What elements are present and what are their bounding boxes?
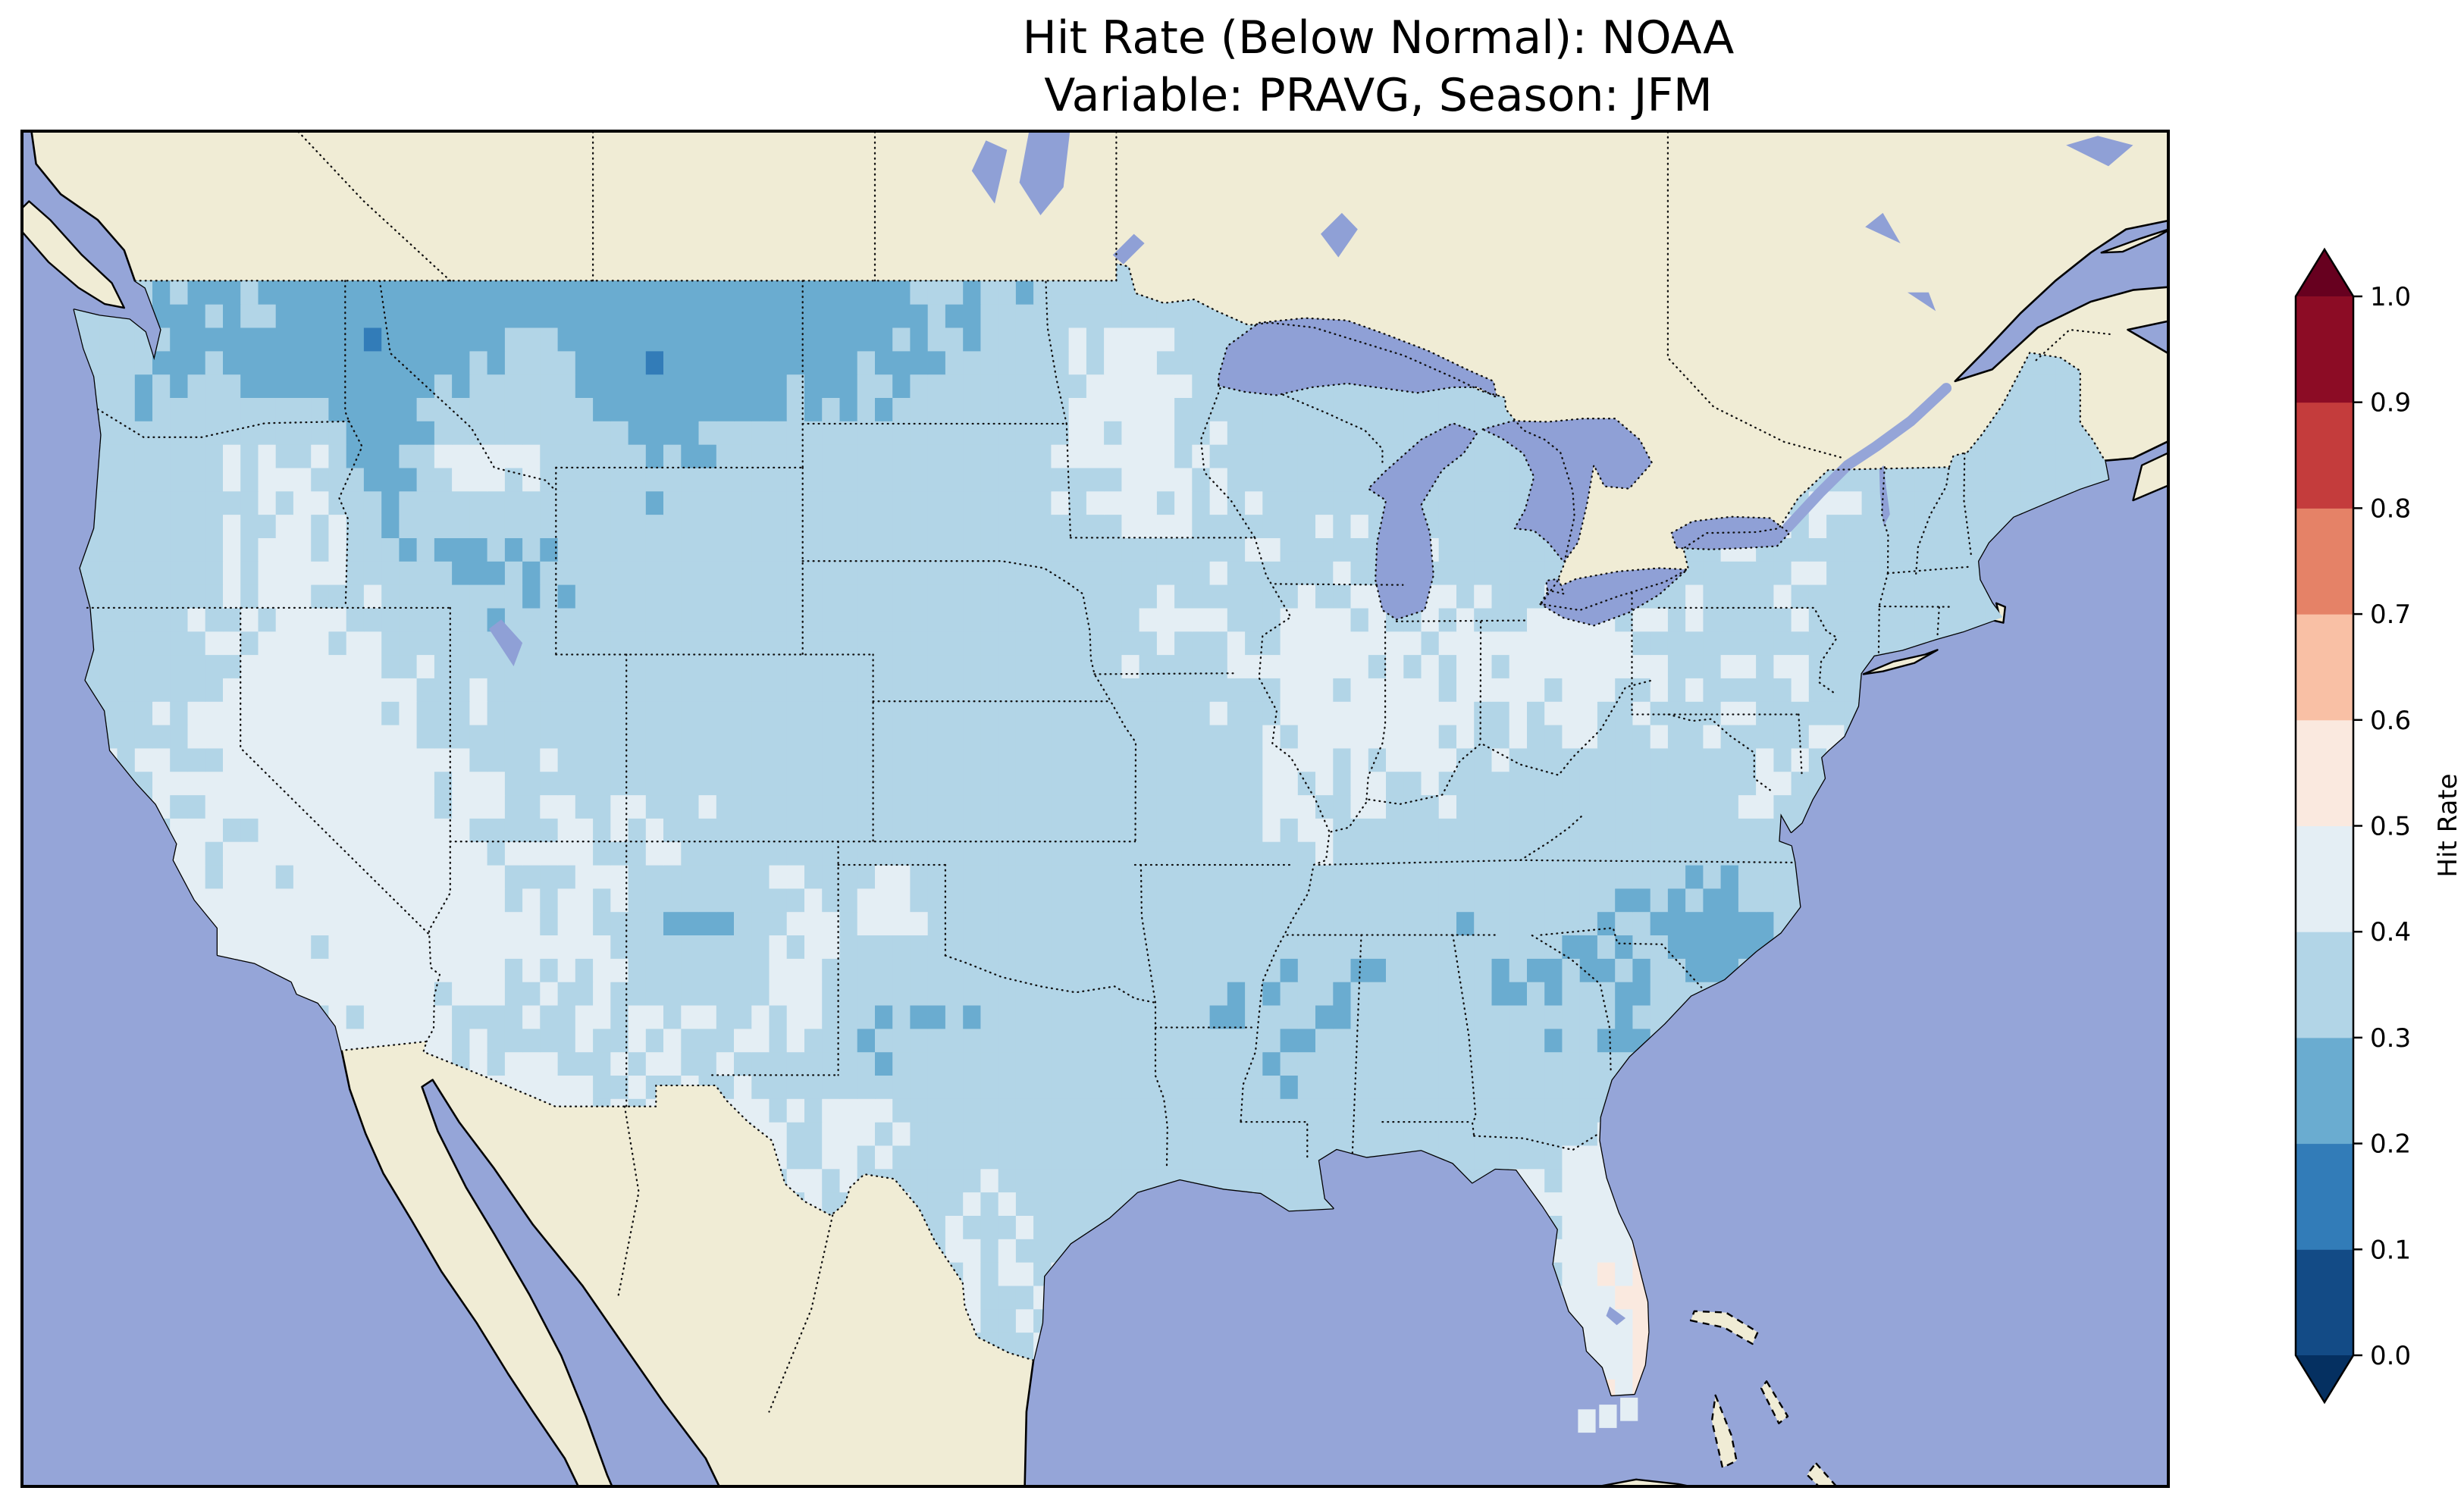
- us-canada-border: [133, 262, 2106, 612]
- island-bank: [1806, 1462, 1838, 1486]
- figure-title-line2: Variable: PRAVG, Season: JFM: [1044, 69, 1713, 122]
- island: [2132, 452, 2168, 502]
- great-lake: [1670, 515, 1791, 550]
- great-lake: [1218, 317, 1498, 399]
- island-bank: [1760, 1380, 1789, 1424]
- lake: [2066, 136, 2133, 167]
- island: [22, 200, 125, 309]
- lake: [1606, 1306, 1626, 1326]
- state-borders: [86, 280, 1972, 1171]
- us-mexico-border: [340, 1040, 1035, 1361]
- island-bank: [1689, 1310, 1759, 1345]
- colorbar-extend-max: [2296, 249, 2353, 296]
- lake: [1019, 131, 1071, 215]
- florida-keys-cells: [1578, 1397, 1638, 1433]
- island: [2100, 228, 2168, 254]
- figure-title-line1: Hit Rate (Below Normal): NOAA: [1022, 11, 1735, 64]
- island-bank: [1710, 1394, 1738, 1469]
- island: [1862, 649, 1939, 675]
- great-lake: [1481, 418, 1654, 563]
- lake: [971, 140, 1008, 204]
- great-lake: [1539, 567, 1688, 627]
- colorbar: 0.00.10.20.30.40.50.60.70.80.91.0: [2294, 247, 2411, 1405]
- colorbar-label: Hit Rate: [2433, 773, 2463, 877]
- lake: [1865, 212, 1901, 243]
- lake: [488, 619, 523, 666]
- colorbar-extend-min: [2296, 1355, 2353, 1402]
- lake: [1908, 292, 1936, 312]
- province-borders: [296, 131, 2113, 1413]
- map-frame: [20, 130, 2170, 1488]
- great-lake: [1367, 422, 1479, 621]
- us-hit-rate-map: [20, 130, 2170, 1488]
- colorbar-ticks: 0.00.10.20.30.40.50.60.70.80.91.0: [2353, 282, 2411, 1371]
- lake: [1112, 233, 1145, 265]
- lake: [1321, 212, 1358, 258]
- figure-title: Hit Rate (Below Normal): NOAA Variable: …: [1023, 9, 1735, 124]
- st-lawrence-river: [1782, 383, 1952, 533]
